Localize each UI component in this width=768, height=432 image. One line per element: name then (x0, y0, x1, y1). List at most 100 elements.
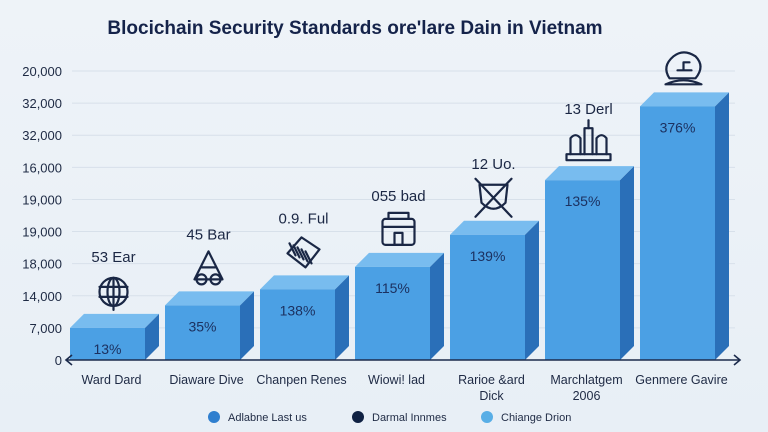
y-tick-label: 32,000 (22, 96, 62, 111)
x-axis (64, 354, 742, 366)
bar (165, 305, 240, 360)
bar-top (640, 92, 729, 107)
x-tick-label: Rarioe &ard (458, 373, 525, 387)
crossed-shield-icon (474, 177, 513, 218)
bar-annotation: 0.9. Ful (278, 210, 328, 227)
bar (450, 234, 525, 360)
building-door (393, 231, 404, 246)
scroll-line (304, 250, 313, 265)
x-tick-label: Genmere Gavire (635, 373, 727, 387)
bar (640, 106, 715, 360)
pyramid-swirl (209, 273, 222, 286)
bar-value-label: 115% (375, 280, 410, 296)
y-tick-label: 19,000 (22, 192, 62, 207)
legend-item: Adlabne Last us (208, 411, 307, 424)
globe-icon (98, 276, 129, 311)
bar-annotation: 45 Bar (186, 226, 230, 243)
bar-group: 135% 13 Derl (545, 101, 634, 360)
scroll-line (296, 246, 305, 261)
bar-top (355, 252, 444, 267)
x-tick-label: 2006 (573, 389, 601, 403)
bar-group: 139% 12 Uo. (450, 156, 539, 360)
legend-item: Darmal Innmes (352, 411, 447, 424)
building-roof (387, 211, 410, 220)
monument-icon (565, 119, 612, 162)
bar-annotation: 13 Derl (564, 101, 612, 118)
pyramid-icon (193, 250, 224, 286)
y-tick-label: 16,000 (22, 160, 62, 175)
bar-value-label: 135% (565, 193, 601, 209)
bar-annotation: 055 bad (371, 188, 425, 205)
bar-group: 138% 0.9. Ful (260, 210, 349, 360)
pyramid-outline (193, 250, 224, 281)
chart-title: Blocichain Security Standards ore'lare D… (107, 18, 602, 39)
bar-value-label: 13% (93, 341, 121, 357)
bar-side (335, 275, 349, 360)
monument-tower (569, 134, 582, 156)
bar-side (145, 313, 159, 360)
bar-top (260, 275, 349, 290)
bar (70, 327, 145, 360)
y-tick-label: 18,000 (22, 257, 62, 272)
cross-line (474, 177, 513, 218)
bar-top (545, 166, 634, 181)
legend-label: Chiange Drion (501, 412, 571, 424)
legend-label: Adlabne Last us (228, 412, 307, 424)
bar-side (525, 220, 539, 360)
scroll-outline (286, 236, 321, 269)
pyramid-swirl (195, 273, 208, 286)
bar-annotation: 12 Uo. (471, 156, 515, 173)
y-tick-label: 19,000 (22, 225, 62, 240)
brain-icon (664, 51, 703, 86)
bar-annotation: 53 Ear (91, 249, 135, 266)
bar-side (620, 166, 634, 360)
legend-item: Chiange Drion (481, 411, 571, 424)
bar-top (450, 220, 539, 235)
bar (545, 180, 620, 360)
legend-swatch (208, 411, 220, 423)
monument-base (565, 153, 612, 162)
y-tick-label: 14,000 (22, 289, 62, 304)
brain-stand (664, 79, 703, 86)
y-tick-label: 0 (55, 353, 62, 368)
y-axis-ticks: 0 7,000 14,000 18,000 19,000 19,000 16,000 32,0… (22, 64, 62, 368)
bar-side (715, 92, 729, 361)
bar-value-label: 35% (188, 318, 216, 334)
scroll-line (288, 242, 297, 257)
bar-value-label: 376% (660, 119, 696, 135)
x-tick-label: Diaware Dive (169, 373, 243, 387)
x-tick-label: Ward Dard (82, 373, 142, 387)
bar-group: 376% (640, 51, 729, 361)
bar-side (240, 291, 254, 360)
bars: 13% 53 Ear 35% 45 Bar 138% 0.9. Ful 115% 055 ba… (70, 51, 729, 361)
scroll-line (292, 244, 301, 259)
brain-detail (676, 61, 693, 72)
legend-label: Darmal Innmes (372, 412, 447, 424)
bar-group: 35% 45 Bar (165, 226, 254, 360)
bar-value-label: 138% (280, 302, 316, 318)
axis-arrow-right (733, 354, 742, 366)
x-axis-ticks: Ward Dard Diaware Dive Chanpen Renes Wiowi!… (82, 373, 728, 403)
monument-spire (583, 127, 594, 156)
scroll-icon (286, 236, 321, 269)
bar-group: 13% 53 Ear (70, 249, 159, 360)
scroll-line (300, 248, 309, 263)
building-icon (381, 211, 416, 246)
legend-swatch (352, 411, 364, 423)
axis-arrow-left (64, 354, 73, 366)
bar-value-label: 139% (470, 248, 506, 264)
legend: Adlabne Last us Darmal Innmes Chiange Drio… (208, 411, 571, 424)
y-tick-label: 7,000 (29, 321, 62, 336)
x-tick-label: Marchlatgem (550, 373, 622, 387)
bar-top (165, 291, 254, 306)
shield-outline (478, 183, 509, 210)
x-tick-label: Dick (479, 389, 504, 403)
brain-outline (665, 51, 702, 80)
bar-side (430, 252, 444, 360)
x-tick-label: Chanpen Renes (256, 373, 346, 387)
bar-top (70, 313, 159, 328)
monument-tower (595, 134, 608, 156)
bar (260, 289, 335, 360)
y-tick-label: 32,000 (22, 128, 62, 143)
